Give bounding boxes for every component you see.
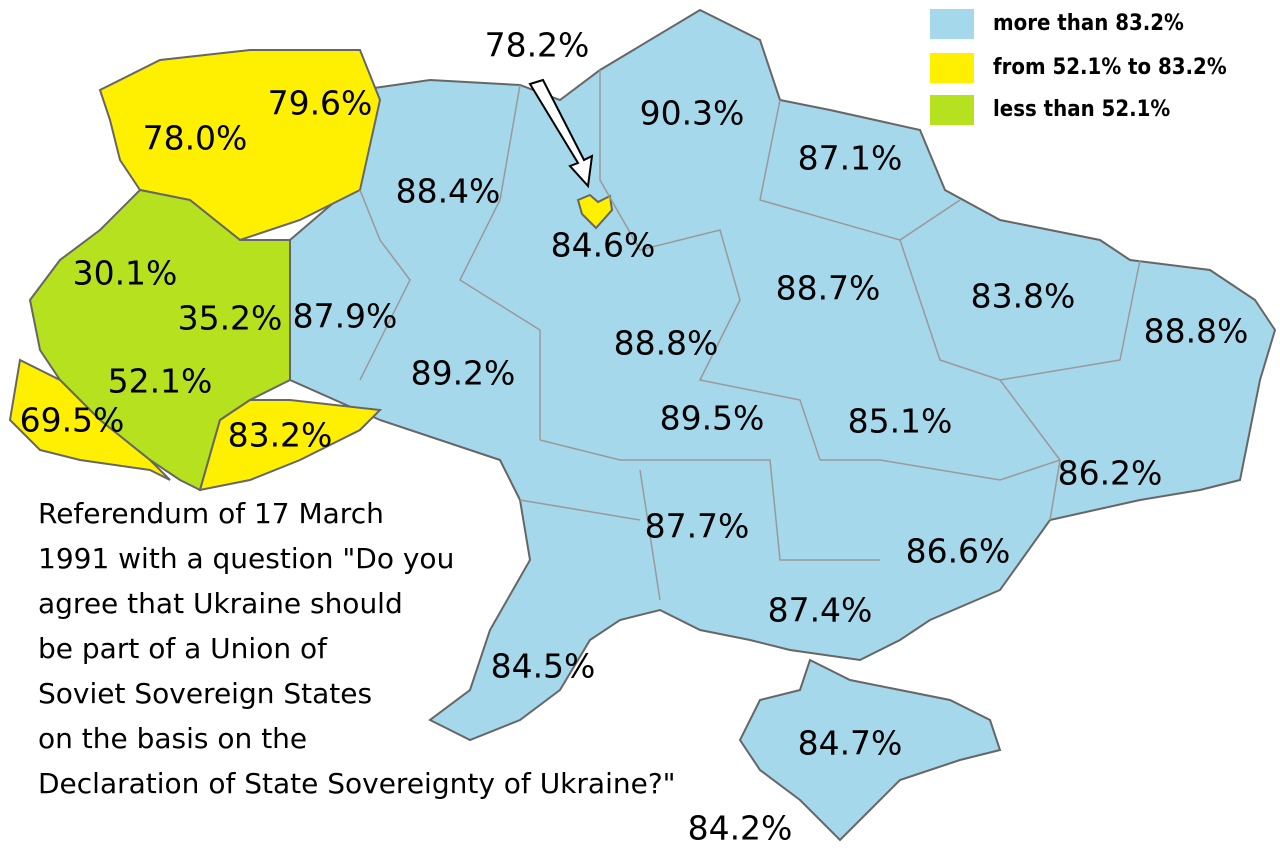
region-shape bbox=[738, 658, 1002, 842]
region-label: 88.4% bbox=[396, 172, 501, 211]
region-label: 87.4% bbox=[768, 591, 873, 630]
legend-swatch bbox=[930, 9, 974, 39]
region-label: 86.6% bbox=[906, 532, 1011, 571]
region-shape bbox=[289, 8, 1277, 742]
region-label: 69.5% bbox=[20, 401, 125, 440]
caption-line: agree that Ukraine should bbox=[38, 587, 403, 620]
region-label: 83.2% bbox=[228, 416, 333, 455]
legend-swatch bbox=[930, 95, 974, 125]
caption-line: on the basis on the bbox=[38, 722, 307, 755]
caption-line: 1991 with a question "Do you bbox=[38, 542, 454, 575]
caption-line: be part of a Union of bbox=[38, 632, 328, 665]
legend-label: less than 52.1% bbox=[993, 97, 1170, 122]
region-label: 87.9% bbox=[293, 297, 398, 336]
arrow-shape bbox=[528, 78, 594, 189]
caption-line: Soviet Sovereign States bbox=[38, 677, 372, 710]
region-shape bbox=[8, 358, 171, 481]
region-label: 84.2% bbox=[688, 809, 793, 848]
region-label: 35.2% bbox=[178, 299, 283, 338]
caption-line: Declaration of State Sovereignty of Ukra… bbox=[38, 767, 676, 800]
region-label: 30.1% bbox=[73, 254, 178, 293]
region-label: 88.7% bbox=[776, 269, 881, 308]
region-label: 88.8% bbox=[1144, 312, 1249, 351]
region-label: 52.1% bbox=[108, 362, 213, 401]
legend: more than 83.2% from 52.1% to 83.2% less t… bbox=[930, 9, 1227, 125]
region-shape bbox=[98, 49, 382, 242]
region-label: 84.7% bbox=[798, 724, 903, 763]
region-label: 84.6% bbox=[551, 226, 656, 265]
region-labels: 78.0% 79.6% 30.1%35.2% 52.1%69.5% 83.2% 87.9%… bbox=[20, 26, 1249, 848]
region-label: 78.2% bbox=[485, 26, 590, 65]
region-label: 87.7% bbox=[645, 507, 750, 546]
legend-swatch bbox=[930, 53, 974, 83]
region-shape bbox=[198, 399, 383, 492]
arrow bbox=[528, 78, 594, 189]
region-label: 78.0% bbox=[143, 119, 248, 158]
region-label: 84.5% bbox=[491, 647, 596, 686]
caption: Referendum of 17 March 1991 with a questi… bbox=[38, 497, 676, 800]
legend-label: from 52.1% to 83.2% bbox=[993, 55, 1227, 80]
border bbox=[359, 70, 1141, 601]
region-label: 83.8% bbox=[971, 277, 1076, 316]
kyiv-city bbox=[576, 193, 614, 230]
region-label: 85.1% bbox=[848, 402, 953, 441]
region-label: 89.2% bbox=[411, 354, 516, 393]
caption-line: Referendum of 17 March bbox=[38, 497, 384, 530]
region-label: 89.5% bbox=[660, 399, 765, 438]
region-label: 87.1% bbox=[798, 139, 903, 178]
region-label: 79.6% bbox=[268, 84, 373, 123]
region-label: 88.8% bbox=[614, 324, 719, 363]
region-label: 86.2% bbox=[1058, 454, 1163, 493]
region-label: 90.3% bbox=[640, 94, 745, 133]
legend-label: more than 83.2% bbox=[993, 11, 1184, 36]
